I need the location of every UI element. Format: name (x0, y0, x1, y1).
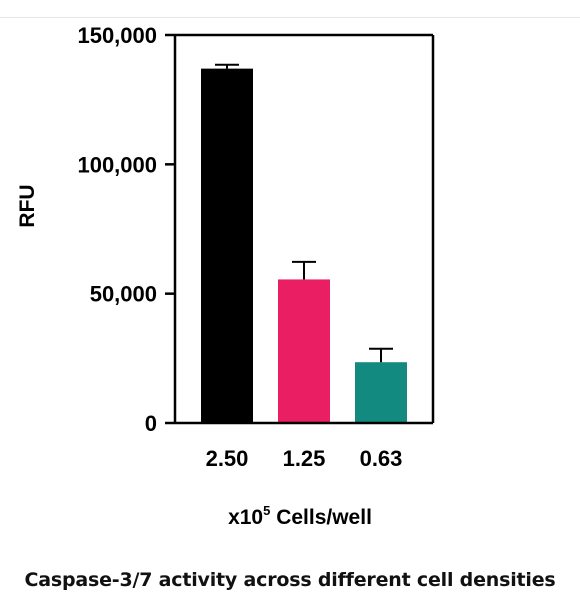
bar-chart: 0 50,000 100,000 150,000 2.50 1.25 0.63 RFU x… (16, 23, 435, 529)
x-tick-label: 0.63 (360, 446, 403, 471)
x-axis-title-prefix: x10 (228, 506, 263, 529)
error-bars-layer (215, 63, 393, 363)
y-axis-title: RFU (16, 184, 39, 227)
figure-caption: Caspase-3/7 activity across different ce… (24, 569, 556, 591)
x-axis-title-suffix: Cells/well (270, 506, 372, 529)
x-tick-label: 2.50 (206, 446, 249, 471)
bar-1.25 (278, 279, 330, 423)
y-tick-label: 50,000 (90, 282, 157, 307)
bar-2.50 (201, 68, 253, 424)
y-tick-label: 150,000 (77, 23, 157, 48)
x-axis-title-superscript: 5 (263, 503, 270, 518)
y-tick-label: 100,000 (77, 152, 157, 177)
y-tick-label: 0 (145, 411, 157, 436)
x-tick-labels-layer: 2.50 1.25 0.63 (206, 446, 403, 471)
bar-0.63 (355, 362, 407, 423)
bars-layer (201, 68, 407, 424)
top-divider (0, 17, 580, 18)
x-axis-title: x105 Cells/well (228, 503, 372, 529)
x-tick-label: 1.25 (283, 446, 326, 471)
y-ticks-layer: 0 50,000 100,000 150,000 (77, 23, 175, 436)
